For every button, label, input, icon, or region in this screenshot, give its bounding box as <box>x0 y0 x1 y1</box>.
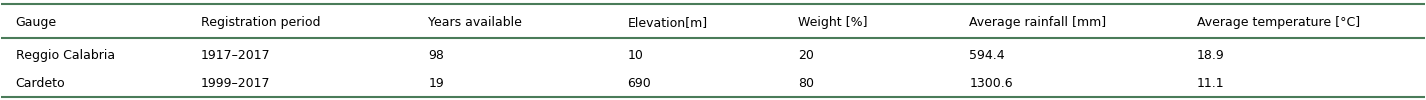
Text: Average rainfall [mm]: Average rainfall [mm] <box>970 16 1107 29</box>
Text: Registration period: Registration period <box>201 16 321 29</box>
Text: Gauge: Gauge <box>16 16 57 29</box>
Text: 98: 98 <box>428 49 445 62</box>
Text: Weight [%]: Weight [%] <box>799 16 868 29</box>
Text: 1917–2017: 1917–2017 <box>201 49 271 62</box>
Text: 18.9: 18.9 <box>1196 49 1225 62</box>
Text: 1999–2017: 1999–2017 <box>201 77 270 90</box>
Text: 20: 20 <box>799 49 814 62</box>
Text: 1300.6: 1300.6 <box>970 77 1012 90</box>
Text: Cardeto: Cardeto <box>16 77 66 90</box>
Text: Reggio Calabria: Reggio Calabria <box>16 49 114 62</box>
Text: 594.4: 594.4 <box>970 49 1005 62</box>
Text: 80: 80 <box>799 77 814 90</box>
Text: 690: 690 <box>627 77 652 90</box>
Text: Years available: Years available <box>428 16 522 29</box>
Text: 10: 10 <box>627 49 643 62</box>
Text: Average temperature [°C]: Average temperature [°C] <box>1196 16 1360 29</box>
Text: 19: 19 <box>428 77 443 90</box>
Text: 11.1: 11.1 <box>1196 77 1225 90</box>
Text: Elevation[m]: Elevation[m] <box>627 16 707 29</box>
